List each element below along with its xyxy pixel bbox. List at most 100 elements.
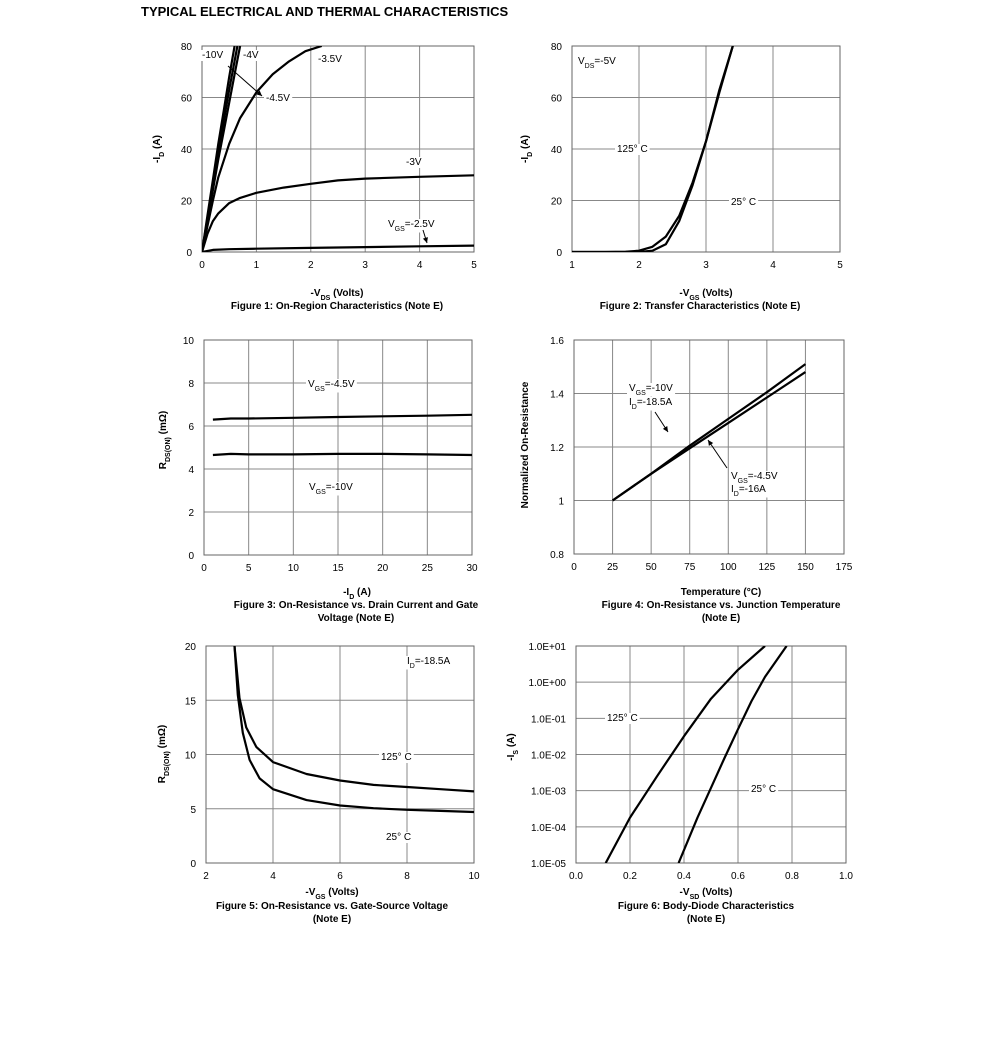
x-axis-label: -VGS (Volts) bbox=[679, 288, 732, 302]
series-annotation: -4V bbox=[243, 50, 259, 61]
y-tick-label: 20 bbox=[185, 642, 197, 653]
series-line bbox=[202, 244, 474, 252]
x-axis-label: Temperature (°C) bbox=[681, 587, 762, 598]
series-line bbox=[233, 646, 474, 814]
annotation-bg bbox=[576, 56, 619, 70]
series-line bbox=[677, 646, 788, 863]
x-tick-label: 0.6 bbox=[731, 871, 745, 882]
series-annotation: VGS=-4.5V bbox=[308, 379, 355, 393]
figure-caption: (Note E) bbox=[687, 914, 725, 925]
y-axis-label: -ID (A) bbox=[152, 135, 166, 163]
y-axis-label: RDS(ON) (mΩ) bbox=[158, 411, 172, 469]
annotation-bg bbox=[729, 484, 769, 498]
x-tick-label: 0 bbox=[199, 260, 205, 271]
x-tick-label: 25 bbox=[422, 563, 434, 574]
series-annotation: VGS=-4.5V bbox=[731, 471, 778, 485]
annotation-arrow bbox=[707, 439, 728, 469]
series-line bbox=[212, 413, 472, 421]
x-tick-label: 0.8 bbox=[785, 871, 799, 882]
series-line bbox=[202, 46, 323, 252]
arrow-head bbox=[662, 426, 668, 432]
figure-1: 0 1 2 3 4 5 0 20 40 60 80 -10V -4V -3.5V -4.5V -3V VGS=-… bbox=[152, 42, 477, 312]
x-tick-label: 0.0 bbox=[569, 871, 583, 882]
series-annotation: 125° C bbox=[617, 144, 648, 155]
series-line bbox=[212, 452, 472, 457]
series-annotation: -3.5V bbox=[318, 54, 342, 65]
y-tick-label: 10 bbox=[183, 336, 195, 347]
arrow-head bbox=[422, 237, 428, 243]
x-tick-label: 2 bbox=[203, 871, 209, 882]
x-tick-label: 50 bbox=[646, 562, 658, 573]
x-tick-label: 20 bbox=[377, 563, 389, 574]
series-annotation: ID=-16A bbox=[731, 484, 766, 498]
y-tick-label: 2 bbox=[188, 508, 194, 519]
series-annotation: ID=-18.5A bbox=[407, 656, 450, 670]
annotation-bg bbox=[627, 383, 676, 397]
annotation-bg bbox=[729, 471, 780, 485]
figure-3: 0 5 10 15 20 25 30 0 2 4 6 8 10 VGS=-4.5V VGS=-10V -ID … bbox=[158, 336, 479, 624]
x-tick-label: 2 bbox=[636, 260, 642, 271]
series-annotation: VGS=-2.5V bbox=[388, 219, 435, 233]
x-axis-label: -ID (A) bbox=[343, 587, 371, 601]
page-title: TYPICAL ELECTRICAL AND THERMAL CHARACTER… bbox=[141, 4, 509, 19]
figure-caption: Figure 1: On-Region Characteristics (Not… bbox=[231, 301, 443, 312]
figure-caption: (Note E) bbox=[313, 914, 351, 925]
series-line bbox=[604, 646, 766, 863]
y-tick-label: 0 bbox=[188, 551, 194, 562]
x-axis-label: -VGS (Volts) bbox=[305, 887, 358, 901]
x-tick-label: 3 bbox=[703, 260, 709, 271]
annotation-bg bbox=[615, 144, 650, 155]
y-tick-label: 1.0E-01 bbox=[531, 714, 566, 725]
x-tick-label: 5 bbox=[246, 563, 252, 574]
plot-frame bbox=[571, 45, 841, 253]
x-tick-label: 5 bbox=[471, 260, 477, 271]
x-tick-label: 5 bbox=[837, 260, 843, 271]
y-tick-label: 40 bbox=[181, 145, 193, 156]
y-tick-label: 40 bbox=[551, 145, 563, 156]
figure-5: 2 4 6 8 10 0 5 10 15 20 ID=-18.5A 125° C 25° C -VGS (… bbox=[157, 642, 480, 925]
x-tick-label: 0.2 bbox=[623, 871, 637, 882]
figure-caption: Figure 6: Body-Diode Characteristics bbox=[618, 901, 795, 912]
y-tick-label: 0 bbox=[186, 248, 192, 259]
x-tick-label: 175 bbox=[836, 562, 853, 573]
annotation-arrow bbox=[227, 65, 263, 97]
arrow-head bbox=[708, 440, 714, 446]
y-tick-label: 80 bbox=[181, 42, 193, 53]
series-annotation: 25° C bbox=[731, 197, 756, 208]
x-tick-label: 2 bbox=[308, 260, 314, 271]
annotation-bg bbox=[729, 197, 759, 208]
annotation-bg bbox=[200, 50, 226, 61]
annotation-bg bbox=[306, 379, 357, 393]
series-line bbox=[572, 46, 734, 252]
x-tick-label: 0 bbox=[201, 563, 207, 574]
y-axis-label: -IS (A) bbox=[506, 733, 520, 760]
x-tick-label: 4 bbox=[270, 871, 276, 882]
y-tick-label: 1.0E-02 bbox=[531, 751, 566, 762]
figure-2: 1 2 3 4 5 0 20 40 60 80 VDS=-5V 125° C 25° C -VGS (Vo… bbox=[520, 42, 843, 312]
y-tick-label: 1.4 bbox=[550, 390, 564, 401]
y-tick-label: 5 bbox=[190, 805, 196, 816]
x-tick-label: 0 bbox=[571, 562, 577, 573]
x-tick-label: 100 bbox=[720, 562, 737, 573]
series-annotation: 125° C bbox=[607, 713, 638, 724]
y-tick-label: 1.0E+00 bbox=[528, 678, 566, 689]
x-tick-label: 125 bbox=[759, 562, 776, 573]
series-annotation: -10V bbox=[202, 50, 223, 61]
annotation-bg bbox=[405, 656, 453, 670]
plot-frame bbox=[573, 339, 845, 555]
y-tick-label: 60 bbox=[551, 94, 563, 105]
x-axis-label: -VSD (Volts) bbox=[680, 887, 733, 901]
plot-frame bbox=[201, 45, 475, 253]
figure-caption: Figure 2: Transfer Characteristics (Note… bbox=[600, 301, 801, 312]
series-line bbox=[611, 371, 807, 502]
series-line bbox=[202, 46, 239, 252]
y-tick-label: 1.0E-05 bbox=[531, 859, 566, 870]
x-tick-label: 4 bbox=[417, 260, 423, 271]
x-tick-label: 30 bbox=[466, 563, 478, 574]
y-tick-label: 1 bbox=[558, 497, 564, 508]
x-tick-label: 10 bbox=[288, 563, 300, 574]
annotation-bg bbox=[404, 157, 424, 168]
annotation-bg bbox=[264, 93, 293, 104]
y-tick-label: 20 bbox=[551, 197, 563, 208]
